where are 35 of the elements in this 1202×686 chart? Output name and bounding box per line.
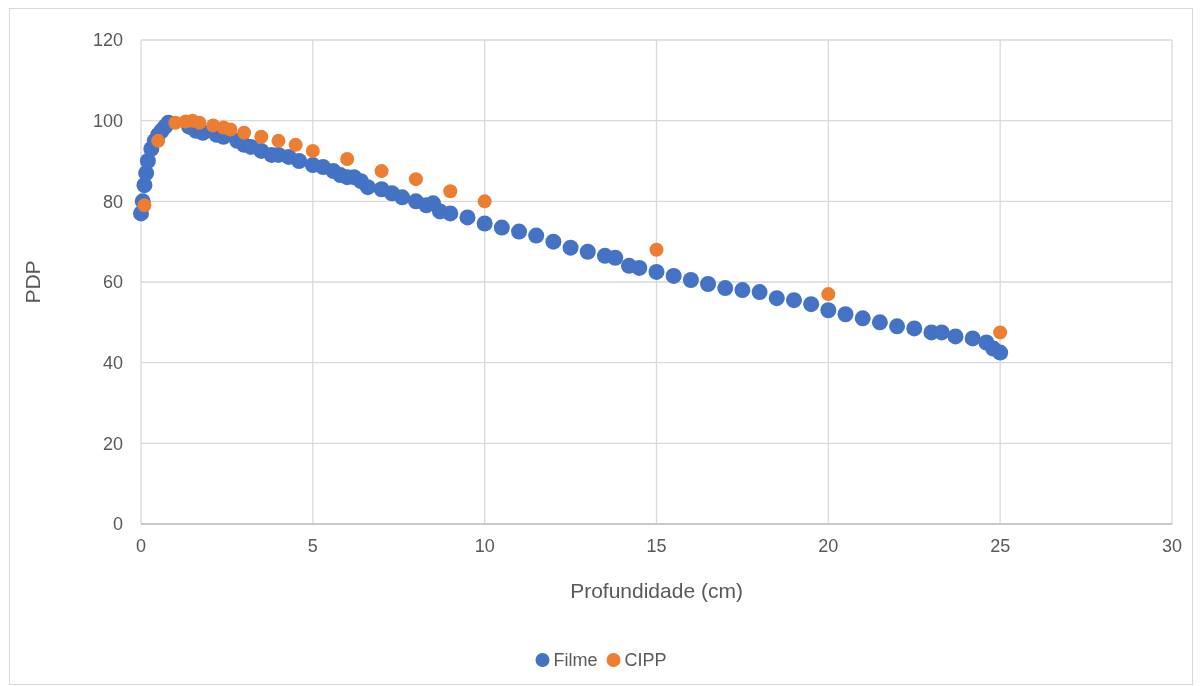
y-axis-title: PDP (21, 260, 44, 304)
point (408, 172, 423, 187)
x-tick-label: 20 (818, 536, 839, 556)
point (237, 125, 252, 140)
x-tick-label: 5 (307, 536, 318, 556)
point (254, 129, 269, 144)
y-tick-label: 0 (112, 514, 123, 535)
x-tick-label: 15 (646, 536, 667, 556)
point (477, 194, 492, 209)
y-tick-label: 60 (102, 272, 123, 293)
point (374, 164, 389, 179)
x-tick-label: 30 (1161, 536, 1183, 556)
point (993, 325, 1008, 340)
point (443, 184, 458, 199)
y-tick-label: 20 (102, 433, 123, 454)
legend-label: CIPP (624, 650, 667, 671)
y-tick-label: 80 (102, 191, 123, 212)
y-tick-label: 120 (92, 30, 123, 51)
point (223, 122, 238, 137)
point (649, 242, 664, 257)
x-tick-label: 10 (474, 536, 495, 556)
y-tick-label: 40 (102, 352, 123, 373)
y-tick-label: 100 (92, 110, 123, 131)
point (137, 198, 152, 213)
point (151, 133, 166, 148)
x-tick-label: 0 (135, 536, 147, 556)
point (340, 151, 355, 166)
point (821, 287, 836, 302)
point (192, 115, 207, 130)
point (271, 133, 286, 148)
legend-label: Filme (553, 650, 598, 671)
x-axis-title: Profundidade (cm) (570, 579, 743, 602)
x-tick-label: 25 (990, 536, 1011, 556)
point (305, 143, 320, 158)
point (288, 137, 303, 152)
